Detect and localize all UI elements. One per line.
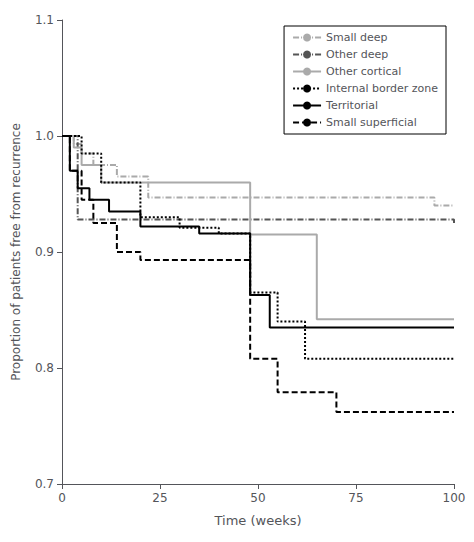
svg-text:Small deep: Small deep <box>326 31 388 44</box>
svg-text:0.7: 0.7 <box>35 477 54 491</box>
svg-text:Internal border zone: Internal border zone <box>326 82 438 95</box>
svg-text:Territorial: Territorial <box>325 99 378 112</box>
svg-text:0.8: 0.8 <box>35 361 54 375</box>
svg-text:25: 25 <box>152 491 167 505</box>
svg-text:1.0: 1.0 <box>35 129 54 143</box>
svg-text:Small superficial: Small superficial <box>326 116 417 129</box>
svg-text:100: 100 <box>443 491 466 505</box>
svg-text:0.9: 0.9 <box>35 245 54 259</box>
svg-text:75: 75 <box>348 491 363 505</box>
svg-text:50: 50 <box>250 491 265 505</box>
svg-text:Other deep: Other deep <box>326 48 388 61</box>
svg-text:0: 0 <box>58 491 66 505</box>
svg-text:Proportion of patients free fr: Proportion of patients free from recurre… <box>9 123 23 381</box>
svg-text:Other cortical: Other cortical <box>326 65 401 78</box>
svg-text:Time (weeks): Time (weeks) <box>213 513 301 528</box>
svg-text:1.1: 1.1 <box>35 13 54 27</box>
